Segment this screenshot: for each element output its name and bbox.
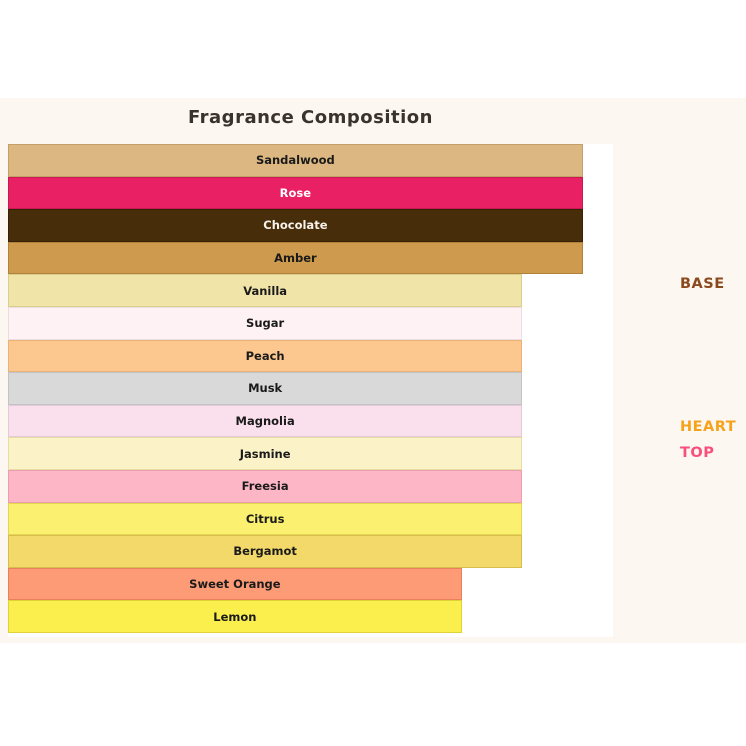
bar-label: Citrus (245, 511, 285, 526)
bar-peach: Peach (8, 339, 523, 373)
bar-label: Lemon (213, 609, 257, 624)
bar-label: Amber (274, 251, 317, 266)
bar-label: Sugar (246, 316, 285, 331)
bar-label: Sweet Orange (189, 577, 281, 592)
side-label-top: TOP (680, 445, 715, 461)
side-label-heart: HEART (680, 419, 737, 435)
bar-label: Magnolia (235, 414, 295, 429)
bar-label: Chocolate (263, 218, 328, 233)
plot-area: Sandalwood Rose Chocolate Amber Vanilla Sugar… (8, 144, 613, 637)
bar-label: Peach (245, 348, 285, 363)
bar-sugar: Sugar (8, 306, 523, 340)
chart-title: Fragrance Composition (188, 107, 433, 128)
bar-label: Rose (279, 185, 312, 200)
bar-rose: Rose (8, 176, 583, 210)
bar-lemon: Lemon (8, 600, 462, 633)
bar-bergamot: Bergamot (8, 535, 523, 568)
bar-freesia: Freesia (8, 469, 523, 503)
bar-label: Jasmine (239, 446, 291, 461)
bar-musk: Musk (8, 372, 523, 405)
bar-chocolate: Chocolate (8, 209, 583, 242)
bar-vanilla: Vanilla (8, 274, 523, 307)
bar-citrus: Citrus (8, 502, 523, 536)
side-label-base: BASE (680, 276, 725, 292)
bar-label: Sandalwood (255, 153, 335, 168)
bar-sweet-orange: Sweet Orange (8, 567, 462, 601)
bar-magnolia: Magnolia (8, 404, 523, 438)
bar-label: Vanilla (243, 283, 288, 298)
bar-amber: Amber (8, 241, 583, 275)
bar-jasmine: Jasmine (8, 437, 523, 470)
bar-label: Freesia (241, 479, 289, 494)
bar-label: Bergamot (233, 544, 297, 559)
bar-label: Musk (248, 381, 283, 396)
bar-sandalwood: Sandalwood (8, 144, 583, 177)
